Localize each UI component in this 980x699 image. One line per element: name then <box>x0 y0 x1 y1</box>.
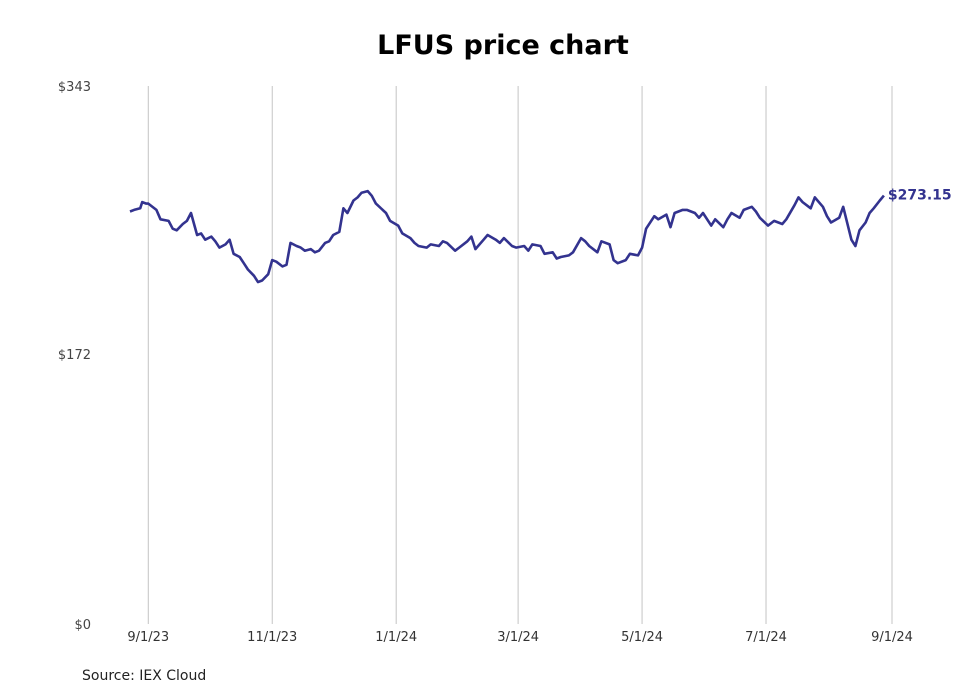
last-price-label: $273.15 <box>888 188 952 204</box>
x-tick-label: 3/1/24 <box>497 630 539 645</box>
x-tick-label: 9/1/24 <box>871 630 913 645</box>
series-group: $273.15 <box>129 188 952 284</box>
y-axis-ticks: $343 $172 $0 <box>58 80 91 633</box>
x-tick-label: 9/1/23 <box>127 630 169 645</box>
price-line <box>129 189 885 284</box>
gridlines <box>147 86 893 624</box>
y-tick-label: $0 <box>74 618 91 633</box>
x-tick-label: 11/1/23 <box>247 630 297 645</box>
chart-title: LFUS price chart <box>377 30 629 61</box>
x-tick-label: 5/1/24 <box>621 630 663 645</box>
x-tick-label: 1/1/24 <box>375 630 417 645</box>
source-note: Source: IEX Cloud <box>82 668 207 684</box>
x-axis-ticks: 9/1/23 11/1/23 1/1/24 3/1/24 5/1/24 7/1/24 9/1… <box>127 630 913 645</box>
x-tick-label: 7/1/24 <box>745 630 787 645</box>
y-tick-label: $343 <box>58 80 91 95</box>
y-tick-label: $172 <box>58 348 91 363</box>
